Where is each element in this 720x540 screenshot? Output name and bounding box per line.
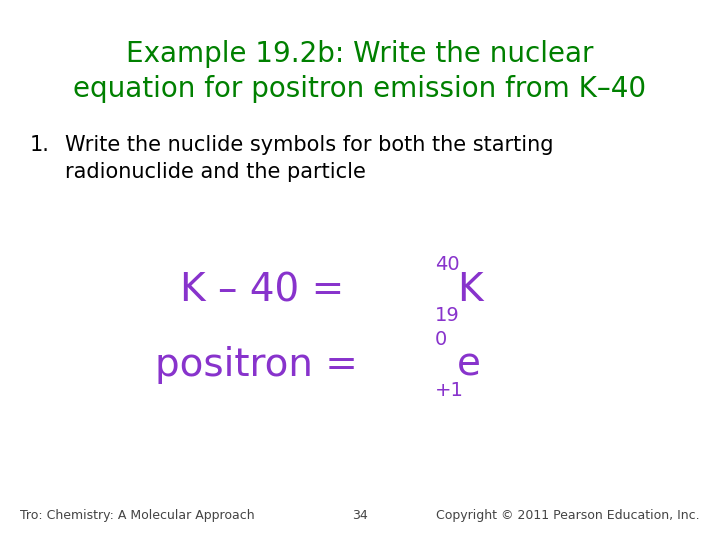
Text: equation for positron emission from K–40: equation for positron emission from K–40	[73, 75, 647, 103]
Text: 0: 0	[435, 330, 447, 349]
Text: 1.: 1.	[30, 135, 50, 155]
Text: 40: 40	[435, 255, 459, 274]
Text: radionuclide and the particle: radionuclide and the particle	[65, 162, 366, 182]
Text: K – 40 =: K – 40 =	[180, 271, 344, 309]
Text: Tro: Chemistry: A Molecular Approach: Tro: Chemistry: A Molecular Approach	[20, 509, 255, 522]
Text: positron =: positron =	[155, 346, 358, 384]
Text: Example 19.2b: Write the nuclear: Example 19.2b: Write the nuclear	[126, 40, 594, 68]
Text: +1: +1	[435, 381, 464, 400]
Text: e: e	[457, 346, 481, 384]
Text: Copyright © 2011 Pearson Education, Inc.: Copyright © 2011 Pearson Education, Inc.	[436, 509, 700, 522]
Text: K: K	[457, 271, 482, 309]
Text: Write the nuclide symbols for both the starting: Write the nuclide symbols for both the s…	[65, 135, 554, 155]
Text: 34: 34	[352, 509, 368, 522]
Text: 19: 19	[435, 306, 460, 325]
